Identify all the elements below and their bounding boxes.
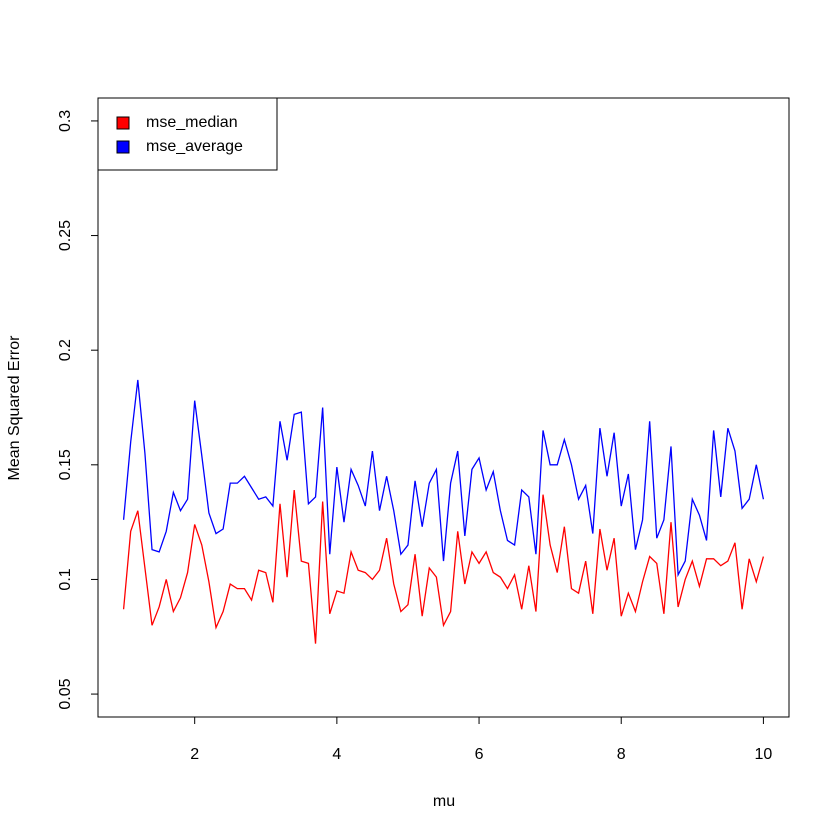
y-tick-label: 0.05 [57, 678, 74, 709]
y-axis-label: Mean Squared Error [6, 335, 23, 481]
line-series [122, 379, 765, 578]
x-axis-label: mu [433, 793, 455, 810]
x-tick-label: 2 [190, 746, 199, 763]
y-tick-label: 0.3 [57, 110, 74, 132]
legend-swatch [116, 116, 130, 130]
y-tick-label: 0.2 [57, 339, 74, 361]
line-series [122, 489, 765, 644]
legend-label: mse_median [146, 114, 238, 131]
x-tick-label: 10 [755, 746, 773, 763]
x-tick-label: 4 [332, 746, 341, 763]
y-tick-label: 0.25 [57, 220, 74, 251]
x-tick-label: 6 [475, 746, 484, 763]
x-tick-label: 8 [617, 746, 626, 763]
y-tick-label: 0.15 [57, 449, 74, 480]
legend-label: mse_average [146, 138, 243, 155]
legend-box [97, 97, 278, 171]
y-tick-label: 0.1 [57, 568, 74, 590]
legend-swatch [116, 140, 130, 154]
